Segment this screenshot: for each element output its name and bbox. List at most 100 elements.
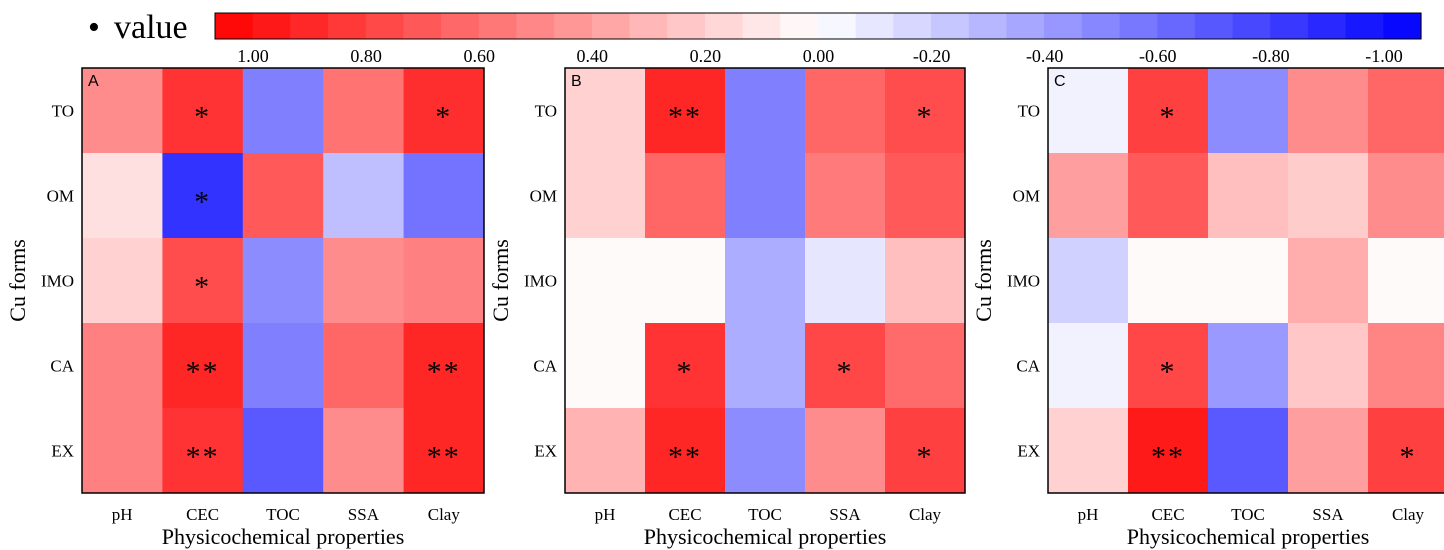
significance-marker: ** (186, 441, 220, 474)
heatmap-cell (323, 408, 405, 494)
heatmap-cell (162, 68, 244, 154)
heatmap-cell (725, 238, 806, 324)
y-tick-label: OM (1013, 187, 1040, 206)
panel-label: C (1054, 73, 1066, 90)
x-axis-title: Physicochemical properties (162, 524, 405, 549)
legend-swatch (1119, 13, 1158, 39)
heatmap-cell (645, 408, 726, 494)
heatmap-cell (242, 68, 324, 154)
heatmap-cell (1128, 153, 1209, 239)
heatmap-cell (565, 238, 646, 324)
legend-tick-label: -0.20 (913, 46, 951, 66)
x-tick-label: SSA (348, 505, 380, 524)
heatmap-cell (82, 323, 163, 409)
panel-label: B (571, 73, 582, 90)
legend-swatch (1345, 13, 1384, 39)
heatmap-cell (1128, 323, 1209, 409)
legend-tick-label: 1.00 (237, 46, 269, 66)
x-axis-title: Physicochemical properties (1127, 524, 1370, 549)
heatmap-cell (1128, 408, 1209, 494)
significance-marker: * (1160, 356, 1177, 389)
significance-marker: * (1160, 101, 1177, 134)
y-tick-label: IMO (1007, 272, 1040, 291)
legend-title: value (114, 9, 188, 46)
heatmap-cell (805, 68, 886, 154)
legend-swatch (328, 13, 367, 39)
legend-swatch (591, 13, 631, 39)
heatmap-cell (885, 408, 966, 494)
x-tick-label: pH (595, 505, 616, 524)
legend-tick-label: -0.40 (1026, 46, 1064, 66)
legend-swatch (893, 13, 932, 39)
heatmap-cell (162, 408, 244, 494)
heatmap-cell (1288, 153, 1369, 239)
panel-border (1047, 67, 1444, 494)
x-axis-title: Physicochemical properties (644, 524, 887, 549)
y-tick-label: CA (1016, 357, 1040, 376)
heatmap-cell (242, 238, 324, 324)
heatmap-cell (403, 238, 485, 324)
heatmap-cell (725, 408, 806, 494)
heatmap-cell (1048, 238, 1129, 324)
legend-swatch (1270, 13, 1309, 39)
legend-swatch (365, 13, 405, 39)
legend-swatch (704, 13, 744, 39)
heatmap-cell (805, 323, 886, 409)
heatmap-cell (885, 238, 966, 324)
heatmap-cell (162, 153, 244, 239)
y-tick-label: TO (52, 102, 74, 121)
heatmap-cell (403, 68, 485, 154)
x-tick-label: CEC (1151, 505, 1184, 524)
heatmap-cell (82, 408, 163, 494)
legend-swatch (290, 13, 329, 39)
y-axis-title: Cu forms (971, 239, 996, 322)
legend-tick-label: 0.00 (803, 46, 835, 66)
legend-tick-labels: 1.00 0.80 0.60 0.40 0.20 0.00 -0.20 -0.40 -0.60 -… (237, 46, 1403, 66)
heatmap-cell (1288, 408, 1369, 494)
legend-swatch (742, 13, 781, 39)
legend-swatch (968, 13, 1008, 39)
heatmap-cell (242, 408, 324, 494)
significance-marker: ** (186, 356, 220, 389)
heatmap-cell (725, 153, 806, 239)
x-tick-label: Clay (428, 505, 461, 524)
legend-bar-border (214, 12, 1422, 40)
significance-marker: ** (668, 441, 702, 474)
heatmap-cell (645, 323, 726, 409)
heatmap-cell (1208, 153, 1289, 239)
heatmap-cell (323, 68, 405, 154)
heatmap-cell (1288, 68, 1369, 154)
legend-swatch (478, 13, 518, 39)
panel-label: A (88, 73, 99, 90)
heatmap-cell (1048, 323, 1129, 409)
heatmap-cell (885, 68, 966, 154)
heatmap-cell (565, 408, 646, 494)
y-tick-label: IMO (524, 272, 557, 291)
heatmap-cell (1048, 408, 1129, 494)
legend-swatch (403, 13, 442, 39)
heatmap-cell (645, 68, 726, 154)
y-tick-label: OM (47, 187, 74, 206)
significance-marker: * (194, 271, 211, 304)
heatmap-cell (1048, 153, 1129, 239)
y-tick-label: EX (1017, 442, 1040, 461)
panel-border (81, 67, 485, 494)
heatmap-cell (1368, 68, 1444, 154)
heatmap-cell (403, 408, 485, 494)
heatmap-cell (82, 153, 163, 239)
x-tick-label: SSA (829, 505, 861, 524)
legend-swatch (931, 13, 970, 39)
heatmap-cell (1368, 238, 1444, 324)
x-tick-label: TOC (1231, 505, 1265, 524)
legend-tick-label: -0.80 (1252, 46, 1290, 66)
legend-swatch (1157, 13, 1196, 39)
heatmap-cell (885, 323, 966, 409)
legend-swatch (252, 13, 291, 39)
legend-swatch (215, 13, 254, 39)
significance-marker: * (194, 186, 211, 219)
heatmap-cell (805, 238, 886, 324)
heatmap-cell (725, 323, 806, 409)
